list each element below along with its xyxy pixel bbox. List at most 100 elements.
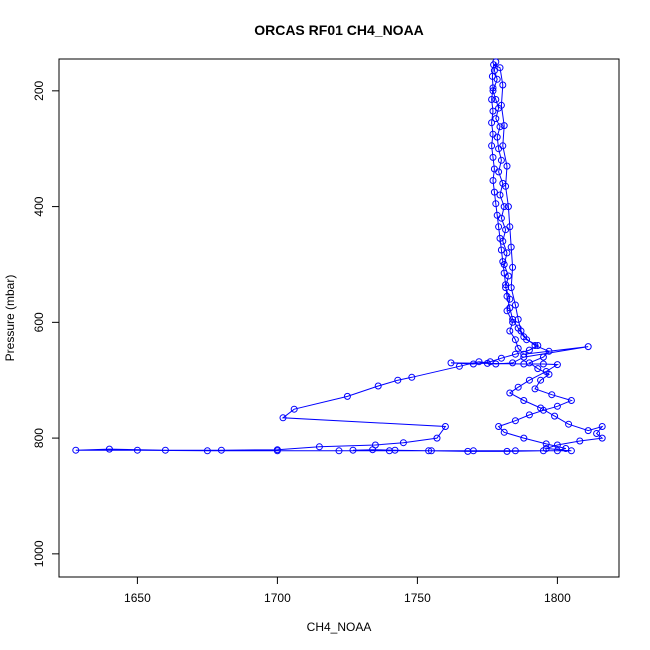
data-point (520, 353, 528, 361)
data-point (483, 359, 491, 367)
data-point (525, 346, 533, 354)
data-point (496, 234, 504, 242)
data-point (500, 269, 508, 277)
data-point (495, 223, 503, 231)
x-tick-label: 1800 (544, 591, 571, 605)
x-tick-label: 1750 (404, 591, 431, 605)
y-axis: 200 400 600 800 1000 (32, 81, 59, 567)
chart-title: ORCAS RF01 CH4_NOAA (254, 22, 424, 38)
data-point (503, 447, 511, 455)
series-layer (72, 58, 606, 455)
data-point (514, 315, 522, 323)
data-point (488, 142, 496, 150)
data-point (537, 404, 545, 412)
data-point (520, 434, 528, 442)
data-point (523, 336, 531, 344)
data-point (499, 258, 507, 266)
x-axis-label: CH4_NOAA (307, 620, 372, 634)
data-point (520, 397, 528, 404)
data-point (545, 347, 553, 355)
data-point (133, 446, 141, 454)
data-point (488, 96, 496, 103)
data-point (394, 376, 402, 384)
data-point (492, 115, 500, 123)
data-point (343, 392, 351, 400)
data-point (584, 343, 592, 351)
data-point (507, 284, 515, 292)
data-point (509, 263, 517, 271)
data-point (499, 81, 507, 89)
x-tick-label: 1700 (264, 591, 291, 605)
data-point (520, 360, 528, 368)
data-point (539, 360, 547, 368)
data-point (408, 373, 416, 381)
data-point (511, 417, 519, 425)
data-point (551, 412, 559, 420)
data-point (203, 447, 211, 455)
y-tick-label: 800 (32, 428, 46, 448)
data-point (489, 84, 497, 92)
x-axis: 1650 1700 1750 1800 (124, 577, 571, 605)
data-point (427, 447, 435, 455)
data-point (534, 342, 542, 349)
data-point (511, 447, 519, 455)
data-point (509, 359, 517, 367)
data-point (489, 177, 497, 184)
data-point (464, 447, 472, 455)
data-point (511, 301, 519, 309)
data-point (584, 427, 592, 435)
y-tick-label: 600 (32, 312, 46, 332)
data-point (593, 430, 601, 437)
data-point (488, 119, 496, 127)
y-tick-label: 1000 (32, 540, 46, 567)
data-point (539, 353, 547, 361)
data-point (497, 156, 505, 164)
data-point (497, 246, 505, 254)
data-point (537, 376, 545, 384)
data-point (447, 359, 455, 367)
data-point (534, 365, 542, 373)
y-axis-label: Pressure (mbar) (3, 275, 17, 362)
data-point (503, 292, 511, 300)
plot-frame (58, 58, 620, 578)
data-point (542, 440, 550, 448)
data-point (279, 414, 287, 422)
data-point (514, 383, 522, 391)
data-point (525, 376, 533, 384)
data-point (503, 249, 511, 257)
data-point (489, 107, 497, 115)
data-point (548, 391, 556, 399)
data-point (349, 446, 357, 454)
data-point (441, 423, 449, 430)
data-point (514, 344, 522, 352)
data-point (525, 411, 533, 419)
data-point (553, 441, 561, 449)
data-point (369, 446, 377, 454)
data-point (490, 188, 498, 196)
data-point (489, 153, 497, 161)
data-point (502, 281, 510, 289)
data-point (553, 361, 561, 369)
data-point (507, 243, 515, 251)
data-point (497, 101, 505, 109)
data-point (217, 446, 225, 454)
data-point (511, 336, 519, 344)
data-point (488, 72, 496, 80)
data-point (539, 447, 547, 455)
data-point (496, 64, 504, 72)
data-point (374, 382, 382, 390)
data-point (489, 130, 497, 138)
data-point (509, 318, 517, 326)
data-point (290, 405, 298, 413)
data-point (496, 191, 504, 199)
data-point (576, 437, 584, 445)
data-point (495, 423, 503, 430)
data-point (425, 447, 433, 455)
data-point (433, 434, 441, 442)
data-point (496, 123, 504, 131)
x-tick-label: 1650 (124, 591, 151, 605)
data-point (567, 447, 575, 455)
data-point (72, 446, 80, 454)
data-point (502, 182, 510, 190)
